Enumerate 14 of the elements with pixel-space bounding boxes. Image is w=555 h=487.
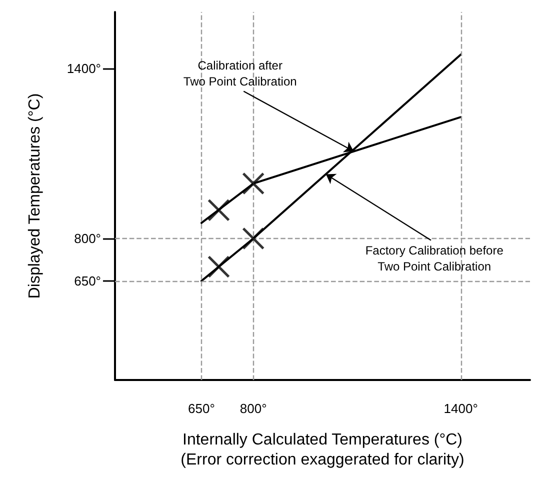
annotation: Calibration after Two Point Calibration xyxy=(183,58,297,88)
point xyxy=(242,227,265,250)
annotation: Factory Calibration before Two Point Calibration xyxy=(365,243,504,274)
point xyxy=(208,256,230,278)
x-tick-label: 1400° xyxy=(444,401,478,416)
point xyxy=(208,198,230,222)
y-tick-label: 650° xyxy=(74,273,101,288)
y-axis-title: Displayed Temperatures (°C) xyxy=(26,93,44,299)
x-tick-label: 800° xyxy=(240,401,267,416)
y-tick-label: 800° xyxy=(74,230,101,246)
point xyxy=(242,172,265,195)
x-tick-label: 650° xyxy=(188,401,215,416)
y-tick-label: 1400° xyxy=(66,61,101,76)
x-axis-title: Internally Calculated Temperatures (°C) (Error correction exaggerated for clarity) xyxy=(180,432,464,468)
